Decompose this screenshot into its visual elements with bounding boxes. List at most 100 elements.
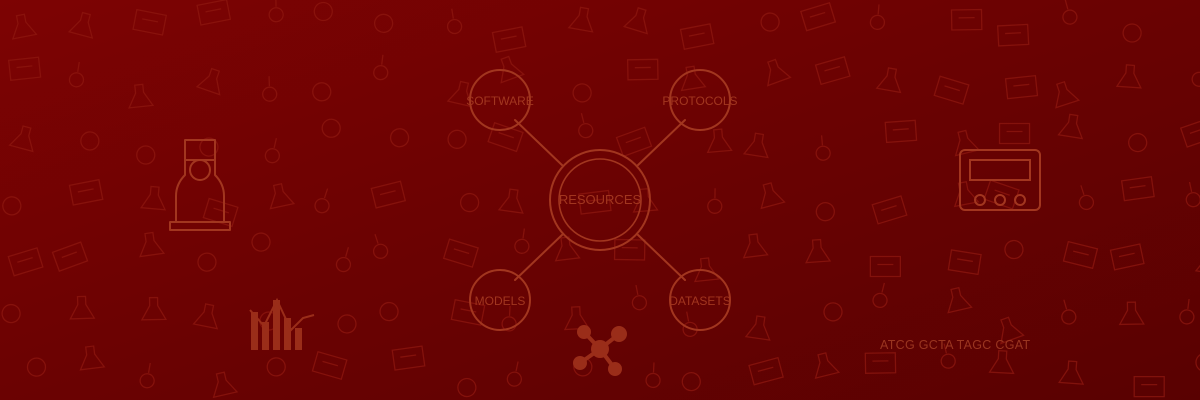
pattern-flask-icon [192,303,219,330]
connector-protocols [636,119,686,167]
pattern-ring-icon [373,13,394,33]
pattern-flask-icon [947,286,973,314]
pattern-card-icon [864,352,897,374]
node-label-datasets: DATASETS [669,294,731,308]
pattern-pin-icon [1062,0,1078,25]
pattern-pin-icon [139,362,155,389]
pattern-ring-icon [1128,132,1148,153]
pattern-ring-icon [266,357,286,377]
pattern-flask-icon [693,257,721,283]
pattern-card-icon [68,178,104,206]
pattern-pin-icon [335,247,352,273]
hub-inner-ring [558,158,642,242]
pattern-flask-icon [69,295,96,320]
pattern-ring-icon [457,377,477,398]
node-protocols [669,69,731,131]
pattern-pin-icon [1185,181,1200,208]
pattern-pin-icon [707,188,723,214]
pattern-flask-icon [742,233,769,259]
pattern-card-icon [1120,175,1155,202]
node-software [469,69,531,131]
pattern-flask-icon [805,238,832,264]
pattern-card-icon [487,121,524,153]
pattern-card-icon [311,350,348,381]
pattern-ring-icon [26,357,47,377]
pattern-card-icon [132,8,168,36]
pattern-flask-icon [139,185,167,211]
pattern-pin-icon [1191,61,1200,87]
pattern-card-icon [950,8,983,31]
pattern-flask-icon [67,11,94,39]
pattern-card-icon [748,356,784,386]
pattern-pin-icon [578,113,594,139]
pattern-ring-icon [460,192,480,213]
pattern-flask-icon [622,7,648,35]
pattern-card-icon [1133,375,1165,398]
pattern-flask-icon [139,231,166,258]
pattern-flask-icon [554,236,581,262]
pattern-ring-icon [197,252,217,272]
pattern-card-icon [613,238,646,261]
pattern-ring-icon [80,131,100,151]
pattern-flask-icon [744,315,771,341]
pattern-ring-icon [815,202,835,222]
pattern-flask-icon [742,132,769,159]
pattern-flask-icon [1118,301,1145,326]
pattern-flask-icon [79,345,106,371]
pattern-card-icon [869,255,902,278]
node-label-models: MODELS [474,294,526,308]
pattern-flask-icon [760,182,786,210]
pattern-ring-icon [312,82,332,102]
pattern-flask-icon [212,371,239,399]
pattern-flask-icon [814,352,841,380]
pattern-flask-icon [497,188,524,214]
pattern-card-icon [983,179,1020,210]
pattern-pin-icon [869,4,886,30]
pattern-flask-icon [128,83,155,109]
pattern-card-icon [933,75,970,105]
pattern-card-icon [7,56,42,81]
pattern-flask-icon [500,55,526,84]
pattern-card-icon [884,119,918,144]
pattern-pin-icon [682,311,698,337]
pattern-card-icon [947,249,982,276]
pattern-pin-icon [645,362,661,389]
pattern-flask-icon [11,13,38,40]
pattern-flask-icon [1057,113,1084,140]
pattern-pin-icon [1061,299,1077,325]
pattern-flask-icon [767,58,792,87]
pattern-flask-icon [195,67,221,96]
node-label-protocols: PROTOCOLS [662,94,738,108]
pattern-flask-icon [875,67,902,94]
pattern-flask-icon [1058,360,1085,385]
pattern-card-icon [1109,243,1145,271]
pattern-card-icon [7,247,44,277]
pattern-card-icon [442,238,479,268]
pattern-card-icon [391,345,426,371]
pattern-card-icon [370,180,407,209]
connector-datasets [636,233,686,281]
instrument-icon [959,149,1041,211]
pattern-ring-icon [1004,239,1024,260]
molecule-icon [573,325,627,376]
connector-models [514,233,564,281]
pattern-card-icon [679,23,715,50]
pattern-pin-icon [1179,298,1195,325]
pattern-ring-icon [199,137,219,157]
bar-chart-icon [249,297,315,350]
pattern-card-icon [996,23,1030,47]
pattern-ring-icon [2,196,22,216]
pattern-pin-icon [940,343,956,369]
pattern-pin-icon [506,361,522,387]
pattern-card-icon [51,241,89,272]
pattern-pin-icon [314,188,330,214]
pattern-flask-icon [1115,64,1142,89]
dna-sequence-text: ATCG GCTA TAGC CGAT [880,338,1031,352]
pattern-ring-icon [389,128,410,148]
pattern-flask-icon [567,6,594,33]
pattern-pin-icon [815,135,831,161]
pattern-pin-icon [872,282,888,309]
pattern-card-icon [1062,240,1099,270]
